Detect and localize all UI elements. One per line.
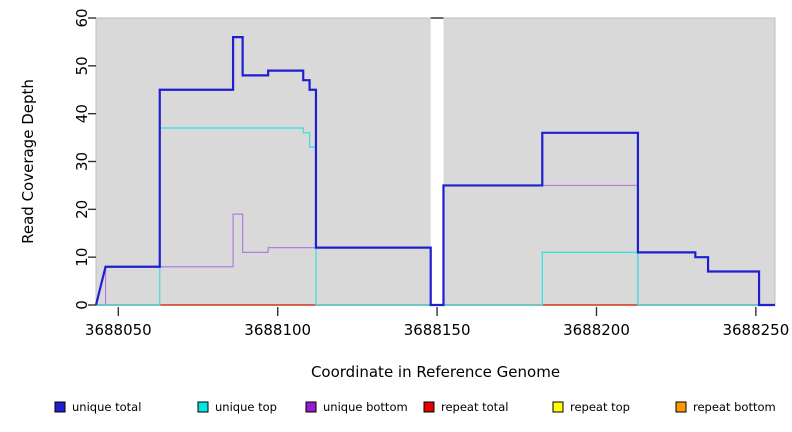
- legend-label-unique-top: unique top: [215, 400, 277, 414]
- legend-swatch-repeat-total: [423, 401, 435, 413]
- y-axis-tick-label-0: 0: [73, 300, 91, 310]
- coverage-gap-band: [430, 18, 444, 305]
- legend-label-unique-total: unique total: [72, 400, 141, 414]
- y-axis-tick-label-10: 10: [73, 248, 91, 267]
- legend-label-unique-bottom: unique bottom: [323, 400, 408, 414]
- legend-swatch-repeat-top: [552, 401, 564, 413]
- legend-label-repeat-bottom: repeat bottom: [693, 400, 776, 414]
- legend-swatch-repeat-bottom: [675, 401, 687, 413]
- series-line-unique-top: [96, 127, 775, 306]
- legend-swatch-unique-top: [197, 401, 209, 413]
- legend-label-repeat-top: repeat top: [570, 400, 630, 414]
- series-line-unique-total: [94, 36, 775, 307]
- y-axis-tick-label-60: 60: [73, 8, 91, 27]
- y-axis-tick-label-20: 20: [73, 200, 91, 219]
- x-axis-tick-label-3688050: 3688050: [85, 321, 152, 339]
- x-axis-tick-label-3688100: 3688100: [244, 321, 311, 339]
- y-axis-tick-label-40: 40: [73, 104, 91, 123]
- y-axis-tick-label-50: 50: [73, 56, 91, 75]
- legend-swatch-unique-total: [54, 401, 66, 413]
- x-axis-tick-label-3688200: 3688200: [563, 321, 630, 339]
- y-axis-tick-label-30: 30: [73, 152, 91, 171]
- x-axis-title: Coordinate in Reference Genome: [311, 363, 560, 381]
- x-axis-tick-label-3688150: 3688150: [404, 321, 471, 339]
- x-axis-tick-label-3688250: 3688250: [722, 321, 789, 339]
- y-axis-title: Read Coverage Depth: [19, 79, 37, 244]
- legend-label-repeat-total: repeat total: [441, 400, 508, 414]
- legend-swatch-unique-bottom: [305, 401, 317, 413]
